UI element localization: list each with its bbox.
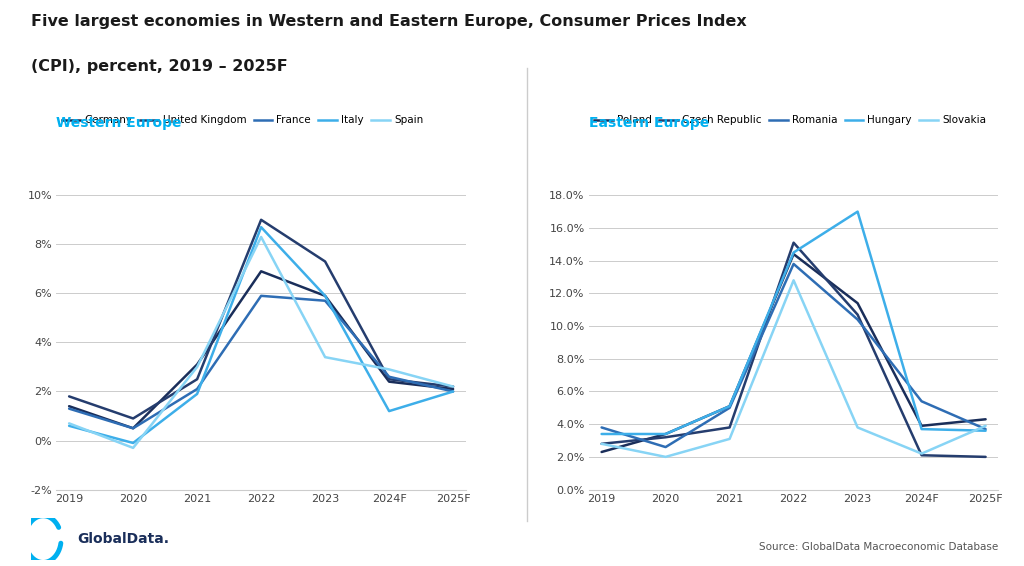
Text: GlobalData.: GlobalData.	[77, 532, 169, 546]
Text: Source: GlobalData Macroeconomic Database: Source: GlobalData Macroeconomic Databas…	[759, 542, 998, 552]
Legend: Germany, United Kingdom, France, Italy, Spain: Germany, United Kingdom, France, Italy, …	[61, 115, 423, 125]
Legend: Poland, Czech Republic, Romania, Hungary, Slovakia: Poland, Czech Republic, Romania, Hungary…	[594, 115, 986, 125]
Text: (CPI), percent, 2019 – 2025F: (CPI), percent, 2019 – 2025F	[31, 59, 288, 75]
Text: Western Europe: Western Europe	[56, 116, 182, 130]
Text: Five largest economies in Western and Eastern Europe, Consumer Prices Index: Five largest economies in Western and Ea…	[31, 14, 746, 29]
Text: Eastern Europe: Eastern Europe	[589, 116, 709, 130]
